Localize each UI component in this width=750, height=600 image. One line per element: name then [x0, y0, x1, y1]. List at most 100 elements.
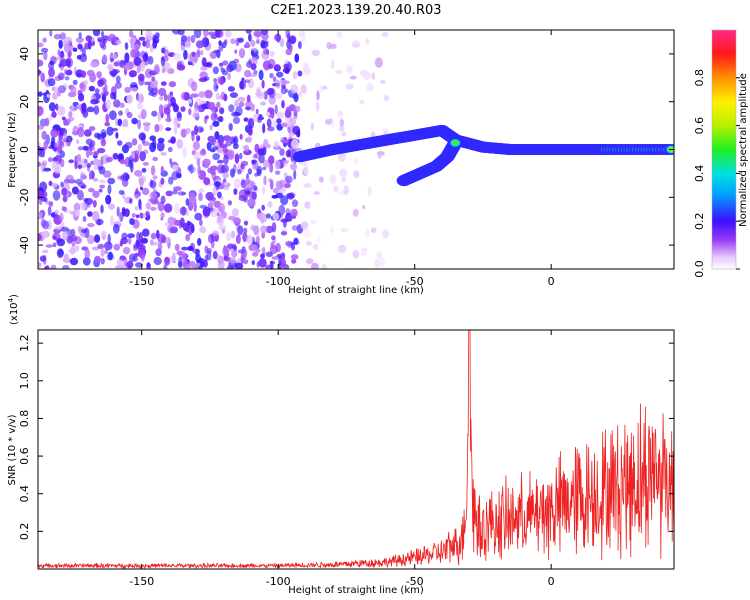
noise-blob — [136, 231, 141, 242]
noise-blob — [204, 115, 209, 120]
noise-blob — [222, 246, 229, 257]
noise-blob — [160, 212, 165, 219]
noise-blob — [176, 112, 183, 122]
noise-blob — [274, 33, 282, 42]
noise-blob — [268, 87, 276, 99]
noise-blob — [193, 30, 202, 39]
noise-blob — [45, 244, 54, 248]
noise-blob — [300, 221, 309, 230]
noise-blob — [54, 225, 62, 231]
noise-blob — [129, 198, 133, 204]
noise-blob — [158, 87, 167, 97]
noise-blob — [330, 121, 335, 128]
noise-blob — [171, 252, 176, 261]
noise-blob — [294, 53, 300, 63]
noise-blob — [218, 40, 222, 46]
noise-blob — [124, 256, 128, 267]
noise-blob — [245, 106, 251, 111]
noise-blob — [105, 99, 112, 110]
noise-blob — [141, 237, 149, 244]
noise-blob — [212, 146, 219, 151]
noise-blob — [90, 98, 99, 105]
noise-blob — [248, 78, 254, 89]
noise-blob — [145, 210, 150, 217]
noise-blob — [291, 258, 297, 264]
noise-blob — [190, 34, 196, 44]
noise-blob — [315, 101, 320, 112]
noise-blob — [61, 187, 68, 196]
noise-blob — [76, 73, 83, 78]
noise-blob — [204, 89, 213, 99]
noise-blob — [292, 71, 298, 80]
noise-blob — [101, 95, 105, 101]
noise-blob — [41, 160, 48, 166]
noise-blob — [210, 112, 218, 122]
noise-blob — [207, 31, 216, 36]
noise-blob — [123, 208, 130, 217]
noise-blob — [222, 172, 230, 179]
noise-blob — [105, 194, 112, 205]
noise-blob — [114, 81, 122, 89]
noise-blob — [346, 65, 353, 74]
noise-blob — [231, 111, 240, 117]
noise-blob — [186, 35, 191, 43]
noise-blob — [180, 91, 188, 101]
noise-blob — [101, 230, 107, 240]
noise-blob — [88, 126, 96, 132]
noise-blob — [260, 41, 269, 49]
noise-blob — [138, 175, 147, 184]
noise-blob — [303, 228, 312, 238]
noise-blob — [291, 225, 298, 231]
noise-blob — [216, 49, 221, 59]
noise-blob — [72, 125, 79, 136]
noise-blob — [74, 209, 81, 217]
noise-blob — [163, 93, 168, 102]
noise-blob — [196, 258, 203, 264]
y-tick-label: -40 — [18, 236, 31, 254]
noise-blob — [182, 146, 188, 158]
noise-blob — [91, 210, 100, 222]
noise-blob — [349, 75, 357, 80]
noise-blob — [262, 166, 267, 171]
noise-blob — [268, 155, 275, 165]
noise-blob — [94, 132, 101, 139]
noise-blob — [52, 190, 61, 201]
noise-blob — [170, 136, 176, 144]
noise-blob — [85, 148, 90, 159]
noise-blob — [70, 228, 76, 237]
noise-blob — [49, 60, 55, 65]
noise-blob — [52, 110, 56, 117]
noise-blob — [75, 37, 84, 43]
noise-blob — [298, 41, 302, 49]
noise-blob — [48, 102, 56, 112]
noise-blob — [93, 151, 99, 156]
noise-blob — [290, 84, 299, 94]
noise-blob — [174, 203, 180, 214]
noise-blob — [223, 154, 229, 165]
noise-blob — [88, 171, 93, 181]
noise-blob — [258, 114, 263, 118]
noise-blob — [87, 223, 95, 228]
noise-blob — [150, 199, 160, 205]
noise-blob — [165, 117, 172, 123]
noise-blob — [278, 204, 286, 216]
noise-blob — [113, 61, 120, 67]
noise-blob — [145, 202, 151, 210]
noise-blob — [183, 260, 191, 269]
noise-blob — [38, 145, 42, 156]
noise-blob — [213, 181, 222, 187]
y-tick-label: 40 — [18, 47, 31, 61]
noise-blob — [274, 159, 281, 170]
noise-blob — [62, 206, 68, 212]
noise-blob — [103, 90, 109, 96]
noise-blob — [227, 149, 235, 161]
spectrogram-xlabel: Height of straight line (km) — [288, 285, 424, 296]
noise-blob — [44, 117, 50, 127]
noise-blob — [160, 81, 167, 86]
noise-blob — [61, 231, 68, 241]
noise-blob — [172, 30, 181, 35]
noise-blob — [152, 175, 158, 180]
noise-blob — [99, 179, 106, 184]
noise-blob — [353, 170, 360, 179]
x-tick-label: -50 — [406, 575, 424, 588]
